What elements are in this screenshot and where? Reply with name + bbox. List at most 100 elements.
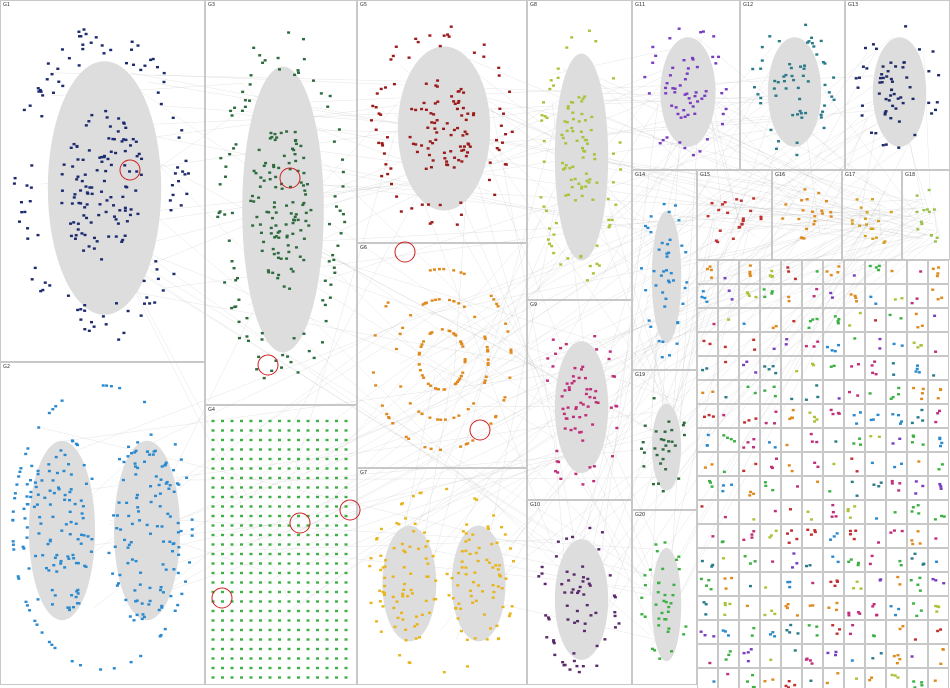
node [724, 88, 728, 91]
edge [262, 437, 605, 584]
node [278, 457, 281, 461]
node [501, 605, 505, 609]
node [12, 182, 16, 185]
node [316, 581, 319, 584]
node [259, 666, 262, 670]
node [890, 80, 894, 83]
node [556, 540, 560, 543]
group-box [886, 356, 907, 380]
node [462, 305, 466, 308]
node [860, 114, 864, 117]
node [281, 353, 285, 357]
node [240, 109, 244, 112]
node [221, 676, 224, 679]
node [221, 666, 224, 670]
node [109, 48, 113, 52]
node [871, 371, 875, 375]
small-group [928, 428, 949, 452]
group-box [907, 332, 928, 356]
node [316, 419, 319, 423]
group-box [823, 380, 844, 404]
node [565, 417, 569, 420]
node [177, 553, 181, 556]
node [452, 100, 456, 103]
node [240, 429, 243, 432]
node [417, 410, 421, 413]
node [720, 91, 724, 95]
node [819, 116, 823, 119]
node [143, 400, 147, 404]
group-box [205, 0, 357, 405]
node [556, 67, 560, 70]
node [325, 457, 329, 461]
node [593, 335, 597, 338]
node [829, 291, 833, 295]
node [587, 29, 591, 32]
node [254, 171, 258, 175]
node [738, 225, 742, 229]
node [401, 502, 405, 505]
node [156, 91, 160, 94]
node [221, 524, 224, 527]
node [287, 514, 291, 518]
group-box [844, 380, 865, 404]
node [485, 345, 489, 349]
node [477, 584, 481, 587]
node [747, 419, 751, 422]
node [588, 264, 592, 268]
node [787, 541, 791, 544]
node [854, 296, 858, 300]
node [87, 120, 91, 123]
node [658, 142, 662, 145]
node [835, 532, 839, 535]
node [702, 339, 706, 343]
node [898, 657, 902, 661]
node [287, 486, 291, 489]
node [497, 74, 501, 77]
node [542, 160, 546, 163]
node [268, 524, 272, 527]
node [323, 303, 327, 307]
node [221, 562, 224, 565]
node [578, 431, 582, 434]
small-group [739, 644, 760, 668]
node [442, 151, 446, 154]
group-box [844, 548, 865, 572]
node [259, 628, 262, 632]
node [112, 667, 116, 670]
group-box [886, 524, 907, 548]
node [25, 604, 29, 607]
node [306, 628, 310, 632]
node [910, 441, 914, 444]
small-group [697, 596, 718, 620]
node [589, 128, 593, 132]
node [84, 185, 88, 188]
node [815, 625, 819, 628]
node [51, 479, 55, 482]
node [685, 92, 689, 95]
node [259, 609, 262, 613]
node [831, 412, 835, 416]
node [128, 170, 132, 173]
node [693, 112, 697, 115]
node [211, 571, 215, 575]
node [707, 413, 711, 417]
node [564, 164, 568, 167]
node [302, 171, 306, 175]
node [916, 326, 920, 329]
node [316, 457, 319, 461]
group-box [823, 476, 844, 500]
node [938, 482, 942, 486]
node [894, 613, 898, 617]
node [230, 467, 234, 470]
small-group [865, 404, 886, 428]
node [137, 152, 141, 156]
node [297, 533, 300, 537]
node [113, 545, 117, 548]
node [462, 91, 466, 94]
node [39, 289, 43, 293]
node [190, 518, 194, 521]
node [743, 421, 747, 424]
node [461, 345, 465, 348]
node [306, 581, 310, 584]
